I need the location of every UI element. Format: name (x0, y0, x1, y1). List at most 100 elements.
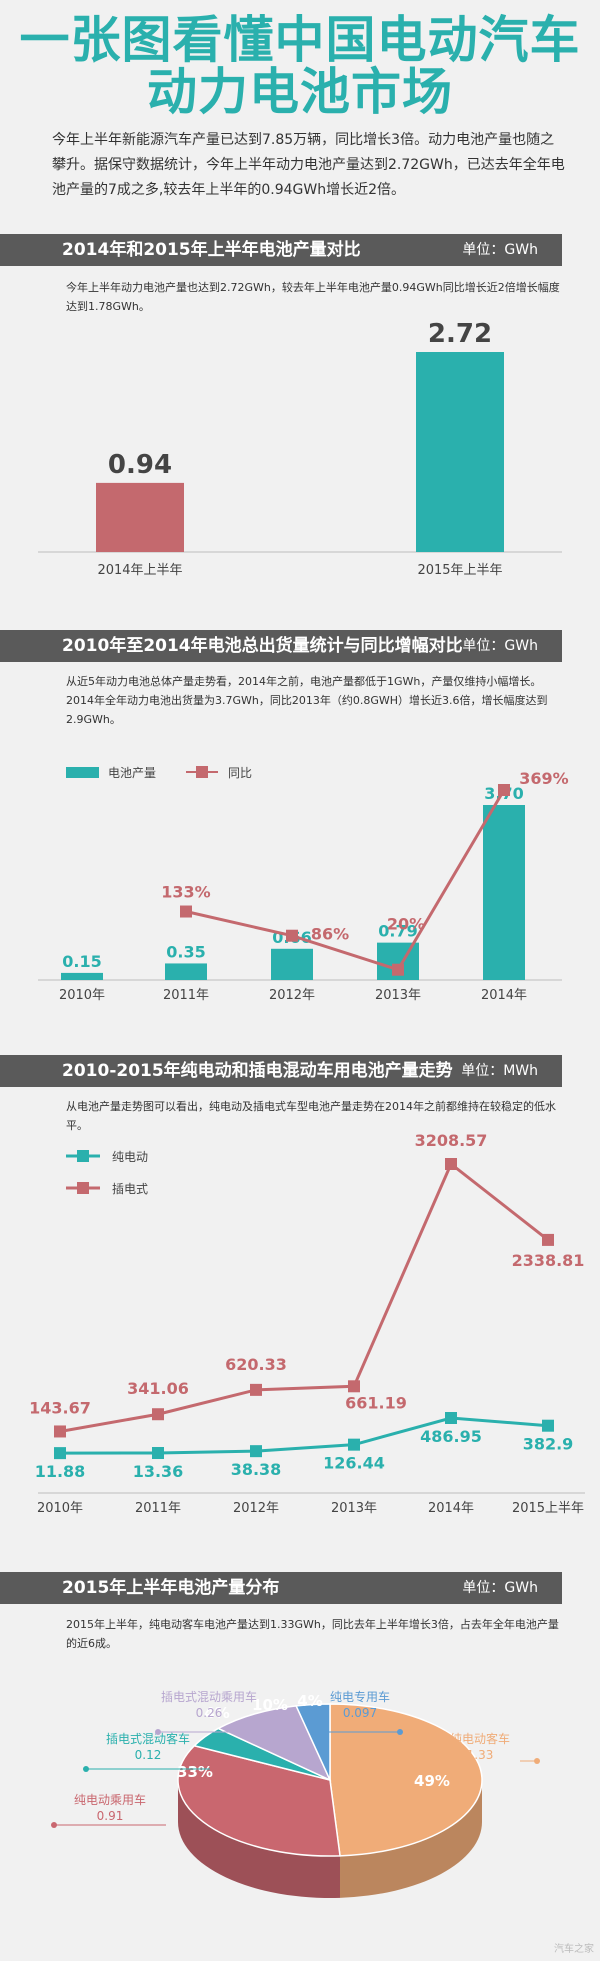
pie-pct-label-4: 4% (297, 1692, 322, 1710)
intro-paragraph: 今年上半年新能源汽车产量已达到7.85万辆，同比增长3倍。动力电池产量也随之攀升… (52, 132, 565, 198)
section3-desc: 从电池产量走势图可以看出，纯电动及插电式车型电池产量走势在2014年之前都维持在… (66, 1100, 556, 1132)
section3-unit: 单位：MWh (461, 1063, 538, 1079)
main-title-line2: 动力电池市场 (147, 63, 453, 121)
x-tick-label-2: 2012年 (233, 1501, 279, 1516)
legend-label-growth: 同比 (228, 766, 252, 780)
x-tick-label-0: 2010年 (59, 988, 105, 1003)
shipment-growth-chart: 电池产量同比0.152010年0.352011年0.662012年0.79201… (38, 766, 569, 1003)
pie-pct-label-1: 33% (177, 1763, 213, 1781)
pie-name-label-4: 纯电专用车 (330, 1689, 390, 1704)
phev-point-4 (445, 1158, 457, 1170)
bar-value-label-3: 0.79 (378, 922, 417, 941)
pie-value-label-2: 0.12 (135, 1748, 162, 1762)
x-tick-label-5: 2015上半年 (512, 1501, 584, 1516)
section2-header: 2010年至2014年电池总出货量统计与同比增幅对比 单位：GWh (0, 630, 562, 662)
phev-label-2: 620.33 (225, 1355, 287, 1374)
bar-value-label-0: 0.15 (62, 952, 101, 971)
pie-pct-label-3: 10% (252, 1696, 288, 1714)
section4-header: 2015年上半年电池产量分布 单位：GWh (0, 1572, 562, 1604)
phev-point-0 (54, 1425, 66, 1438)
ev-point-5 (542, 1419, 554, 1432)
bar-value-label-0: 0.94 (108, 450, 172, 480)
ev-label-4: 486.95 (420, 1427, 482, 1446)
pie-value-label-3: 0.26 (196, 1706, 223, 1720)
ev-label-1: 13.36 (133, 1462, 184, 1481)
section1-unit: 单位：GWh (462, 242, 538, 258)
bar-1 (416, 352, 504, 552)
pie-slice-1 (177, 1744, 341, 1857)
section1-title: 2014年和2015年上半年电池产量对比 (62, 240, 361, 260)
pie-name-label-3: 插电式混动乘用车 (161, 1689, 257, 1704)
legend-marker-ev (77, 1150, 89, 1162)
legend-marker-phev (77, 1182, 89, 1194)
production-comparison-chart: 0.94 2014年上半年 2.72 2015年上半年 (38, 319, 562, 578)
bar-value-label-1: 0.35 (166, 942, 205, 961)
phev-point-5 (542, 1233, 554, 1246)
section2-title: 2010年至2014年电池总出货量统计与同比增幅对比 (62, 636, 463, 656)
bar-0 (96, 482, 184, 552)
watermark: 汽车之家 (554, 1944, 594, 1955)
ev-point-2 (250, 1445, 262, 1458)
phev-point-3 (348, 1380, 360, 1393)
pie-slice-4 (295, 1703, 331, 1781)
x-tick-label-1: 2015年上半年 (417, 563, 502, 578)
legend-label-ev: 纯电动 (112, 1150, 148, 1164)
section4-unit: 单位：GWh (462, 1580, 538, 1596)
x-tick-label-4: 2014年 (428, 1501, 474, 1516)
growth-point-3 (392, 963, 404, 976)
x-tick-label-3: 2013年 (375, 988, 421, 1003)
phev-label-1: 341.06 (127, 1379, 189, 1398)
main-title-line1: 一张图看懂中国电动汽车 (19, 11, 581, 69)
bar-value-label-1: 2.72 (428, 319, 492, 349)
phev-point-1 (152, 1408, 164, 1421)
ev-point-0 (54, 1447, 66, 1460)
ev-line (59, 1416, 549, 1455)
pie-pct-label-0: 49% (414, 1772, 450, 1790)
growth-label-3: 20% (387, 915, 425, 934)
legend-marker-growth (196, 766, 208, 778)
growth-line (185, 789, 506, 972)
pie-side-0 (340, 1780, 482, 1898)
x-tick-label-1: 2011年 (135, 1501, 181, 1516)
ev-point-3 (348, 1438, 360, 1451)
pie-name-label-2: 插电式混动客车 (106, 1731, 190, 1746)
pie-slice-3 (216, 1705, 332, 1782)
pie-name-label-0: 纯电动客车 (450, 1731, 510, 1746)
pie-value-label-0: 1.33 (467, 1748, 494, 1762)
phev-label-5: 2338.81 (512, 1251, 585, 1270)
x-tick-label-3: 2013年 (331, 1501, 377, 1516)
legend-label-phev: 插电式 (112, 1182, 148, 1196)
growth-point-2 (286, 929, 298, 942)
phev-label-4: 3208.57 (415, 1131, 488, 1150)
phev-label-3: 661.19 (345, 1393, 407, 1412)
section2-unit: 单位：GWh (462, 638, 538, 654)
section4-title: 2015年上半年电池产量分布 (62, 1578, 280, 1598)
distribution-pie-chart: 49% 33% 4% 10% 4% 纯电动客车 1.33 纯电动乘用车 0.91 插电式混动客车 0… (51, 1689, 540, 1898)
bar-2 (271, 948, 313, 980)
legend-swatch-bars (66, 767, 99, 778)
phev-line (59, 1161, 549, 1433)
pie-callout-dot-1 (51, 1822, 57, 1828)
pie-callout-dot-3 (155, 1729, 161, 1735)
bar-0 (61, 972, 103, 980)
ev-point-1 (152, 1447, 164, 1460)
pie-callout-dot-4 (397, 1729, 403, 1735)
pie-callout-dot-0 (534, 1758, 540, 1764)
phev-label-0: 143.67 (29, 1398, 91, 1417)
pie-pct-label-2: 4% (204, 1704, 229, 1722)
x-tick-label-0: 2014年上半年 (97, 563, 182, 578)
x-tick-label-2: 2012年 (269, 988, 315, 1003)
section1-header: 2014年和2015年上半年电池产量对比 单位：GWh (0, 234, 562, 266)
pie-callout-dot-2 (83, 1766, 89, 1772)
phev-point-2 (250, 1383, 262, 1396)
pie-side-1 (178, 1780, 341, 1898)
growth-label-1: 133% (161, 883, 210, 902)
growth-point-1 (180, 905, 192, 918)
pie-name-label-1: 纯电动乘用车 (74, 1792, 146, 1807)
x-tick-label-1: 2011年 (163, 988, 209, 1003)
bar-4 (483, 805, 525, 980)
x-tick-label-4: 2014年 (481, 988, 527, 1003)
section4-desc: 2015年上半年，纯电动客车电池产量达到1.33GWh，同比去年上半年增长3倍，… (66, 1618, 559, 1650)
ev-label-5: 382.9 (523, 1435, 574, 1454)
